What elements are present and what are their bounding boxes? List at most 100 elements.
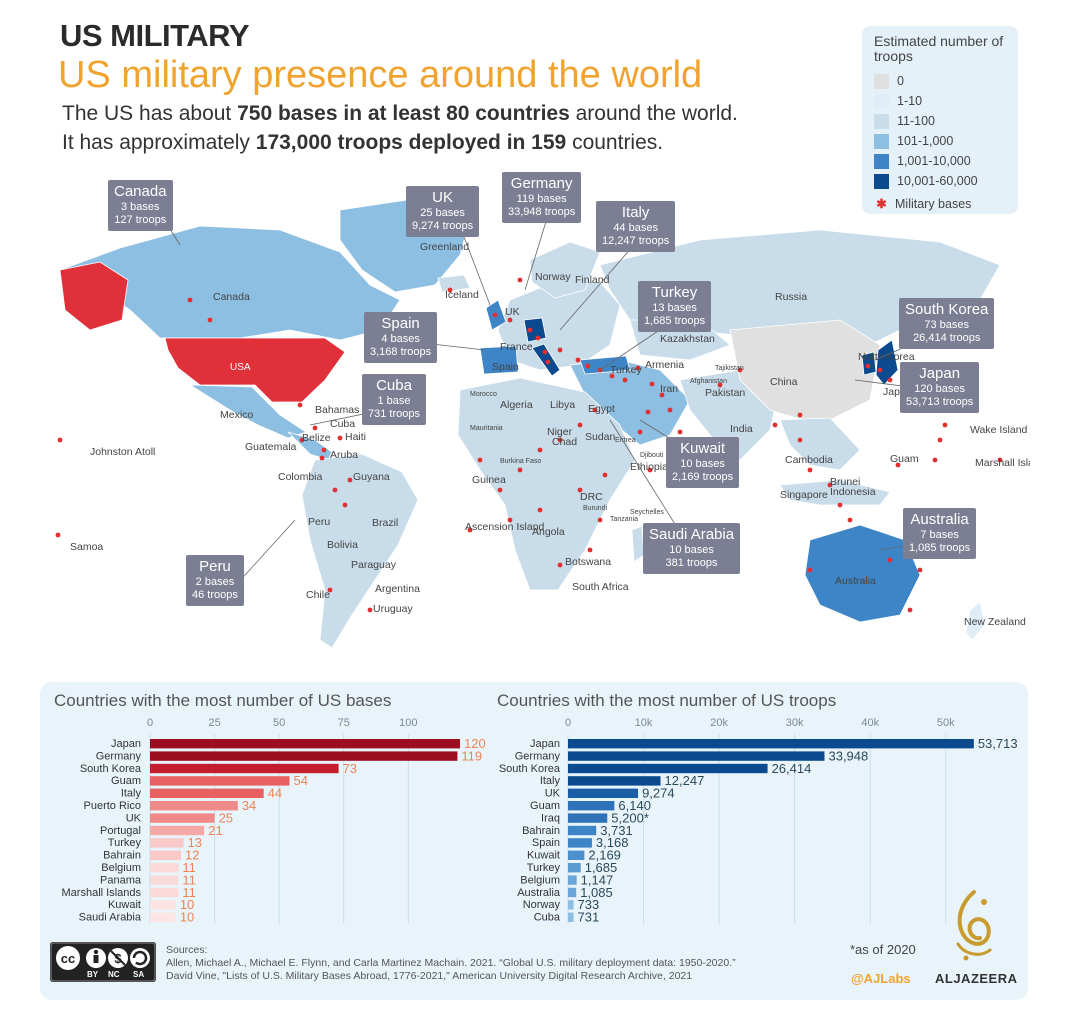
category-label: Puerto Rico <box>84 800 141 812</box>
tick-label: 25 <box>208 717 220 729</box>
military-base-marker <box>557 347 563 353</box>
land-scandinavia <box>529 241 601 299</box>
land-indonesia <box>779 479 891 506</box>
map-label: Australia <box>835 575 876 587</box>
military-base-marker <box>447 287 453 293</box>
category-label: Germany <box>515 750 561 762</box>
value-label: 120 <box>464 736 486 751</box>
military-base-marker <box>545 359 551 365</box>
military-base-marker <box>347 477 353 483</box>
bar <box>568 887 577 898</box>
tick-label: 20k <box>710 717 728 729</box>
military-base-marker <box>807 567 813 573</box>
base-marker-icon: ✱ <box>876 197 887 211</box>
map-label: Armenia <box>645 359 684 371</box>
legend-label: 0 <box>897 74 904 88</box>
value-label: 73 <box>343 761 357 776</box>
as-of-note: *as of 2020 <box>850 942 916 957</box>
bar <box>150 776 290 786</box>
bar <box>150 912 176 922</box>
map-label: China <box>770 376 798 388</box>
bar <box>150 900 176 910</box>
category-label: Guam <box>111 775 141 787</box>
creative-commons-badge: cc $ BY NC SA <box>50 942 156 982</box>
map-label: Bolivia <box>327 539 358 551</box>
map-label: Belize <box>302 432 331 444</box>
bar <box>150 825 205 836</box>
land-africa <box>457 377 636 591</box>
military-base-marker <box>597 517 603 523</box>
value-label: 5,200* <box>611 810 649 825</box>
military-base-marker <box>497 487 503 493</box>
map-label: Bahamas <box>315 404 359 416</box>
value-label: 1,085 <box>580 885 613 900</box>
map-label: New Zealand <box>964 616 1026 628</box>
military-base-marker <box>917 567 923 573</box>
map-label: Chile <box>306 589 330 601</box>
bar <box>568 863 581 873</box>
category-label: Guam <box>530 800 560 812</box>
tick-label: 0 <box>147 717 153 729</box>
military-base-marker <box>477 457 483 463</box>
bar <box>150 863 179 873</box>
map-label: Indonesia <box>830 486 876 498</box>
intro-line-2: It has approximately 173,000 troops depl… <box>62 131 664 154</box>
legend-item: 1-10 <box>874 94 922 110</box>
land-s-america <box>301 453 419 649</box>
map-label: Cuba <box>330 418 355 430</box>
map-label: Djibouti <box>640 452 664 459</box>
military-base-marker <box>312 425 318 431</box>
military-base-markers <box>55 277 1003 613</box>
value-label: 119 <box>461 748 482 763</box>
land-se-asia <box>779 417 861 471</box>
legend-label: 101-1,000 <box>897 134 954 148</box>
value-label: 731 <box>578 910 600 925</box>
troops-bar-chart: 0 10k 20k 30k 40k 50k Japan 53,713 Germany 33,948… <box>499 717 1018 925</box>
military-base-marker <box>677 462 683 468</box>
bar <box>568 763 768 774</box>
military-base-marker <box>207 317 213 323</box>
bar <box>568 825 597 836</box>
map-label: Burkina Faso <box>500 458 541 465</box>
bar <box>150 887 179 898</box>
military-base-marker <box>635 365 641 371</box>
bar <box>568 850 585 860</box>
military-base-marker <box>737 367 743 373</box>
legend-swatch <box>874 114 889 130</box>
value-label: 13 <box>188 835 202 850</box>
map-label: Brunei <box>830 476 860 488</box>
map-label: Norway <box>535 271 571 283</box>
legend-swatch <box>874 94 889 110</box>
map-label: Aruba <box>330 449 358 461</box>
map-label: Spain <box>492 361 519 373</box>
kicker-title: US MILITARY <box>60 18 250 53</box>
map-label: UK <box>505 306 520 318</box>
legend-label: 1,001-10,000 <box>897 154 971 168</box>
category-label: Belgium <box>101 862 141 874</box>
tick-label: 75 <box>338 717 350 729</box>
tick-label: 0 <box>565 717 571 729</box>
category-label: Australia <box>517 887 561 899</box>
map-label: Finland <box>575 274 610 286</box>
map-label: DRC <box>580 491 603 503</box>
tick-label: 50k <box>937 717 955 729</box>
map-label: Iran <box>660 383 678 395</box>
legend-item: 101-1,000 <box>874 134 953 150</box>
map-label: Samoa <box>70 541 103 553</box>
military-base-marker <box>587 547 593 553</box>
military-base-marker <box>57 437 63 443</box>
bar <box>150 739 460 749</box>
map-label: Sudan <box>585 431 616 443</box>
tick-label: 30k <box>786 717 804 729</box>
tick-label: 40k <box>861 717 879 729</box>
map-label: South Africa <box>572 581 629 593</box>
military-base-marker <box>467 527 473 533</box>
map-label: Johnston Atoll <box>90 446 155 458</box>
military-base-marker <box>342 502 348 508</box>
value-label: 1,685 <box>585 860 618 875</box>
military-base-marker <box>772 422 778 428</box>
military-base-marker <box>585 363 591 369</box>
military-base-marker <box>649 381 655 387</box>
land-spain <box>479 345 519 375</box>
bar <box>150 838 184 848</box>
